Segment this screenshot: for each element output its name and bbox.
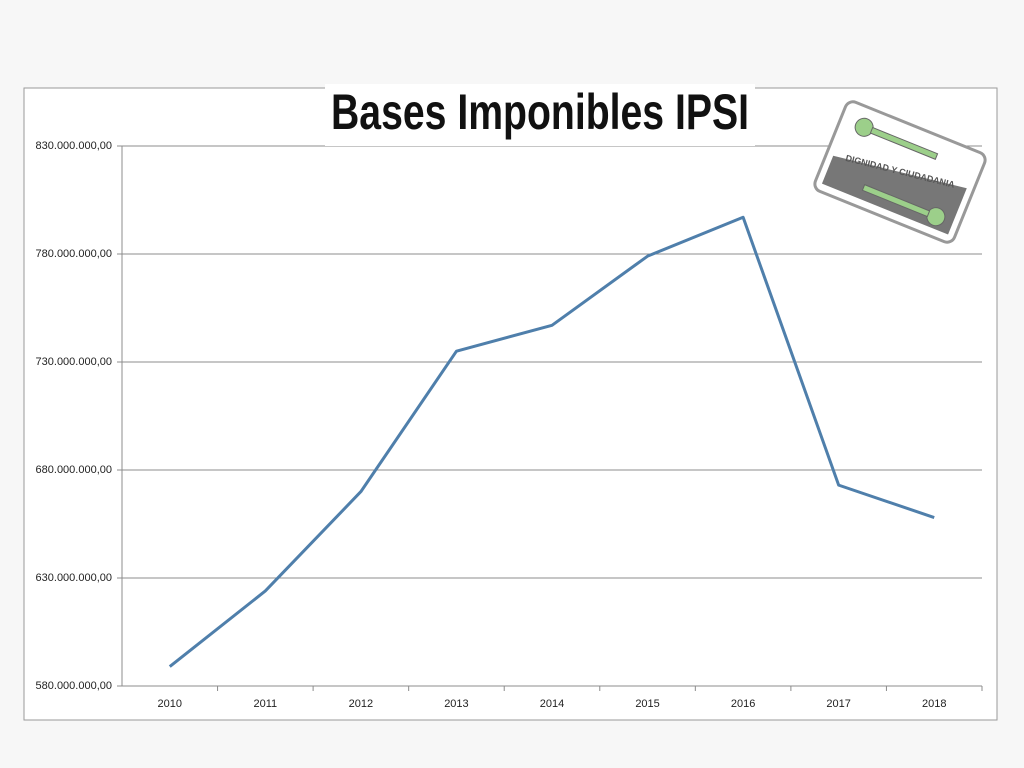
y-tick-label: 780.000.000,00 <box>36 248 112 260</box>
x-tick-label: 2013 <box>444 698 468 710</box>
y-tick-label: 630.000.000,00 <box>36 572 112 584</box>
logo-key <box>861 184 931 218</box>
x-tick-label: 2012 <box>349 698 373 710</box>
y-tick-label: 680.000.000,00 <box>36 464 112 476</box>
x-tick-label: 2018 <box>922 698 946 710</box>
chart-title: Bases Imponibles IPSI <box>331 84 749 140</box>
x-tick-label: 2010 <box>158 698 182 710</box>
x-tick-label: 2016 <box>731 698 755 710</box>
y-tick-label: 730.000.000,00 <box>36 356 112 368</box>
x-tick-label: 2011 <box>254 698 278 710</box>
logo-key <box>869 126 939 160</box>
x-tick-label: 2017 <box>826 698 850 710</box>
title-background <box>325 84 755 146</box>
y-tick-label: 830.000.000,00 <box>36 140 112 152</box>
y-tick-label: 580.000.000,00 <box>36 680 112 692</box>
logo: DIGNIDAD Y CIUDADANIA <box>813 100 987 244</box>
data-line <box>168 215 935 668</box>
x-tick-label: 2014 <box>540 698 564 710</box>
x-tick-label: 2015 <box>635 698 659 710</box>
